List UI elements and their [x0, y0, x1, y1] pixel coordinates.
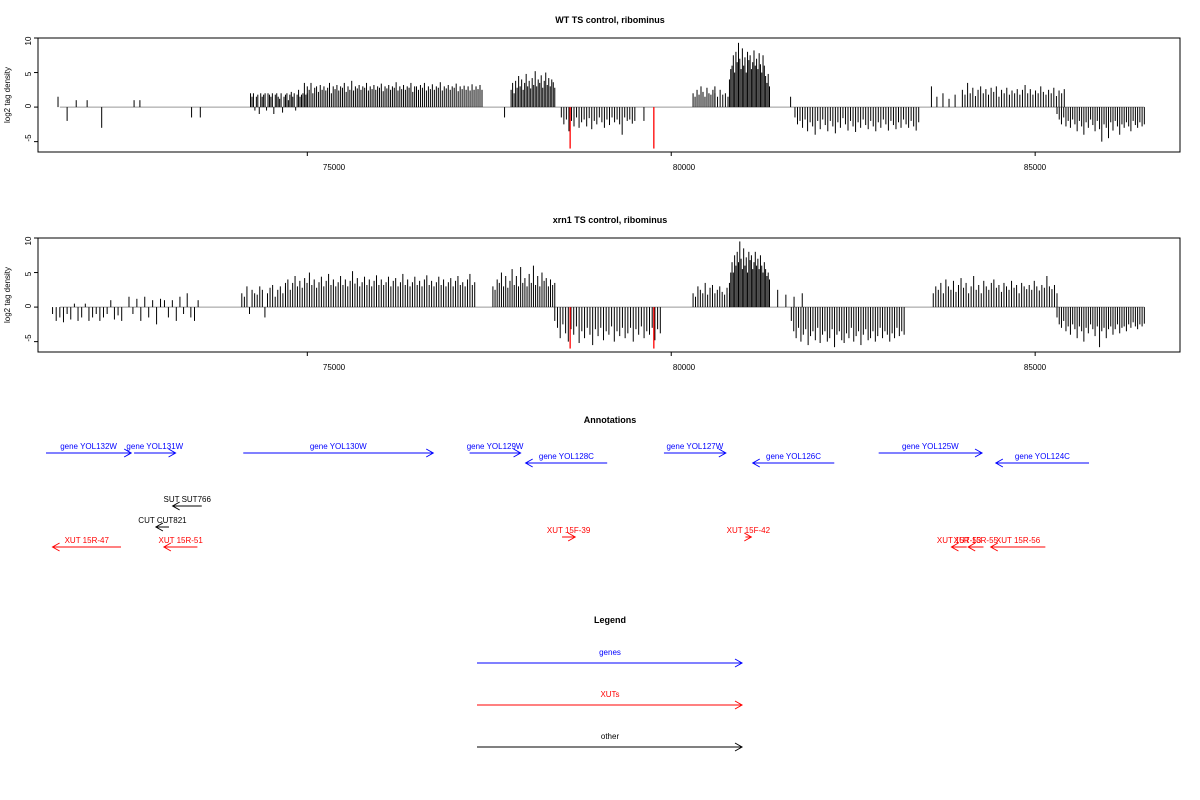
feature-arrowhead [567, 532, 577, 542]
plot-frame [37, 237, 1181, 353]
feature-label: XUT 15F-42 [727, 526, 771, 535]
feature-arrowhead [425, 448, 435, 458]
legend-arrowhead [734, 658, 744, 668]
feature-label: gene YOL131W [126, 442, 183, 451]
y-tick-label: -5 [24, 134, 33, 142]
y-tick-label: 0 [24, 103, 33, 108]
feature-arrowhead [513, 448, 522, 458]
feature-label: XUT 15R-53 [937, 536, 982, 545]
feature-arrowhead [154, 522, 164, 532]
x-tick-label: 75000 [323, 163, 346, 172]
annotations-title: Annotations [584, 415, 637, 425]
legend-arrowhead [734, 742, 744, 752]
y-tick-label: 10 [24, 236, 33, 245]
legend-title: Legend [594, 615, 626, 625]
feature-arrowhead [168, 448, 177, 458]
xrn1-coverage-panel: xrn1 TS control, ribominus log2 tag dens… [3, 215, 1181, 372]
feature-label: SUT SUT766 [163, 495, 211, 504]
feature-label: CUT CUT821 [138, 516, 187, 525]
x-tick-label: 85000 [1024, 363, 1047, 372]
y-tick-label: 10 [24, 36, 33, 45]
feature-arrowhead [751, 458, 760, 468]
feature-label: gene YOL128C [539, 452, 594, 461]
legend-label: other [601, 732, 620, 741]
feature-label: gene YOL127W [666, 442, 723, 451]
y-axis-label: log2 tag density [3, 267, 12, 323]
feature-arrowhead [123, 448, 133, 458]
feature-arrowhead [744, 532, 753, 542]
y-tick-label: 0 [24, 303, 33, 308]
legend-panel: Legend genes XUTs other [477, 615, 744, 752]
feature-arrowhead [171, 501, 180, 511]
feature-arrowhead [162, 542, 172, 552]
x-tick-label: 85000 [1024, 163, 1047, 172]
y-tick-label: 5 [24, 271, 33, 276]
feature-arrowhead [524, 458, 533, 468]
x-tick-label: 80000 [673, 163, 696, 172]
feature-arrowhead [967, 542, 976, 552]
legend-label: genes [599, 648, 621, 657]
panel-title: WT TS control, ribominus [555, 15, 665, 25]
feature-arrowhead [950, 542, 959, 552]
panel-title: xrn1 TS control, ribominus [553, 215, 668, 225]
y-axis-label: log2 tag density [3, 67, 12, 123]
feature-arrowhead [718, 448, 727, 458]
feature-label: gene YOL130W [310, 442, 367, 451]
feature-label: gene YOL125W [902, 442, 959, 451]
feature-label: gene YOL126C [766, 452, 821, 461]
feature-label: XUT 15F-39 [547, 526, 591, 535]
annotations-panel: Annotations gene YOL132W gene YOL131W gene… [46, 415, 1090, 552]
y-tick-label: -5 [24, 334, 33, 342]
feature-arrowhead [994, 458, 1004, 468]
y-tick-label: 5 [24, 71, 33, 76]
feature-arrowhead [51, 542, 60, 552]
feature-label: XUT 15R-56 [996, 536, 1041, 545]
feature-label: XUT 15R-55 [954, 536, 999, 545]
wt-coverage-panel: WT TS control, ribominus log2 tag densit… [3, 15, 1181, 172]
feature-label: XUT 15R-47 [65, 536, 110, 545]
feature-arrowhead [989, 542, 999, 552]
x-tick-label: 80000 [673, 363, 696, 372]
x-tick-label: 75000 [323, 363, 346, 372]
legend-label: XUTs [600, 690, 619, 699]
feature-label: gene YOL129W [467, 442, 524, 451]
legend-arrowhead [734, 700, 744, 710]
feature-label: XUT 15R-51 [158, 536, 203, 545]
feature-arrowhead [974, 448, 984, 458]
feature-label: gene YOL124C [1015, 452, 1070, 461]
feature-label: gene YOL132W [60, 442, 117, 451]
plot-frame [37, 37, 1181, 153]
